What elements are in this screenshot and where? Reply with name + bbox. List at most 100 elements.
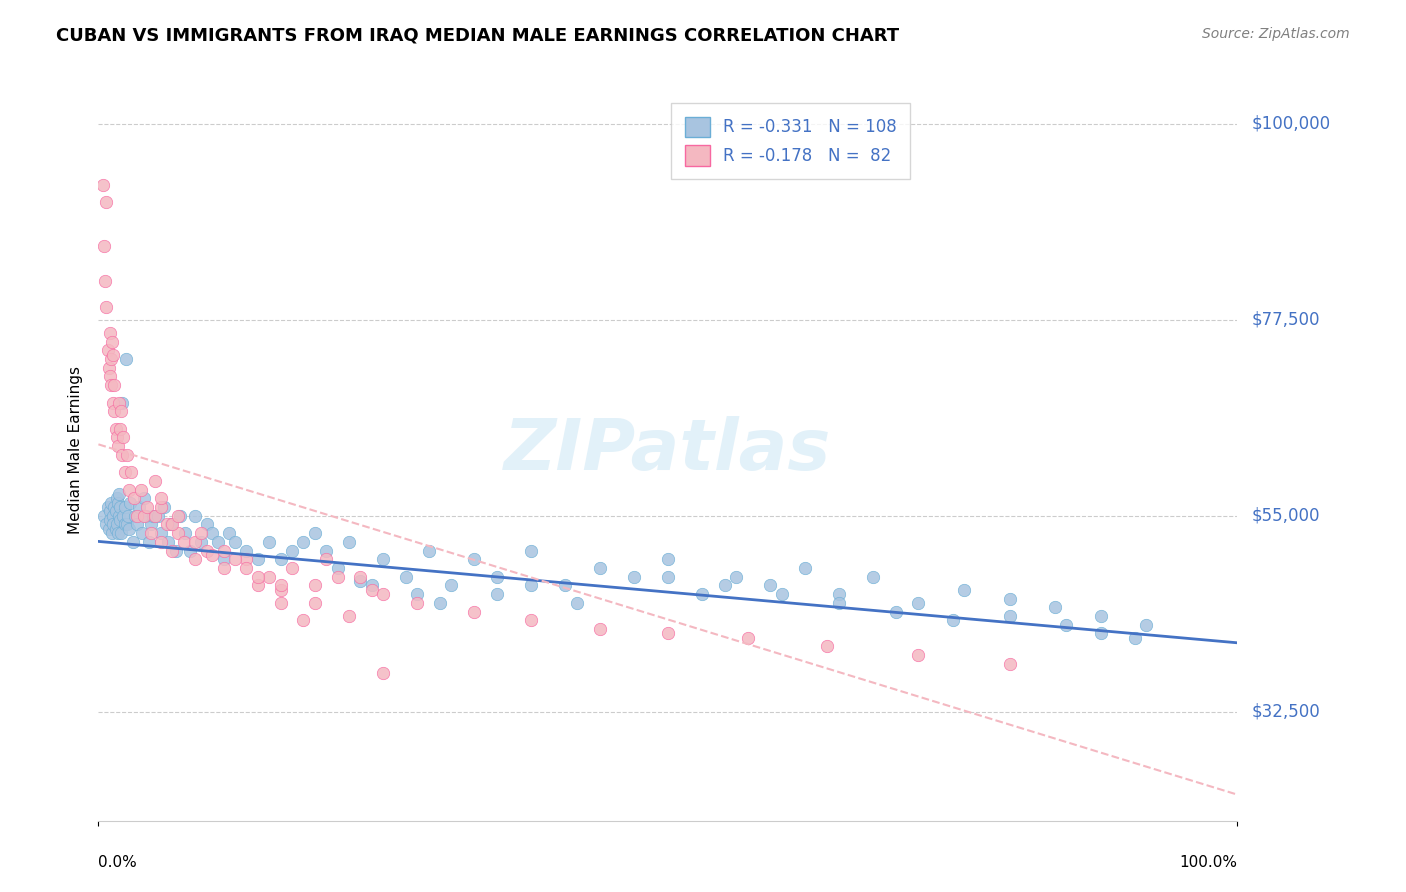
Point <box>97 360 120 375</box>
Point <box>815 640 838 654</box>
Text: ZIPatlas: ZIPatlas <box>505 416 831 485</box>
Point <box>1090 626 1112 640</box>
Point <box>429 596 451 610</box>
Point <box>304 596 326 610</box>
Point <box>184 535 207 549</box>
Point <box>145 508 167 523</box>
Point <box>212 543 235 558</box>
Point <box>292 535 315 549</box>
Point <box>657 552 679 566</box>
Point <box>129 483 152 497</box>
Point <box>103 404 125 418</box>
Point <box>112 430 135 444</box>
Point <box>884 605 907 619</box>
Point <box>139 526 162 541</box>
Point <box>96 195 118 210</box>
Point <box>117 508 139 523</box>
Point <box>108 395 131 409</box>
Point <box>131 526 153 541</box>
Point <box>520 578 543 592</box>
Point <box>118 483 141 497</box>
Point <box>96 517 118 532</box>
Point <box>998 657 1021 671</box>
Point <box>107 496 129 510</box>
Point <box>103 395 125 409</box>
Point <box>138 535 160 549</box>
Point <box>486 570 509 584</box>
Point <box>142 508 165 523</box>
Text: CUBAN VS IMMIGRANTS FROM IRAQ MEDIAN MALE EARNINGS CORRELATION CHART: CUBAN VS IMMIGRANTS FROM IRAQ MEDIAN MAL… <box>56 27 900 45</box>
Point <box>281 561 304 575</box>
Point <box>235 543 257 558</box>
Point <box>150 500 173 514</box>
Point <box>96 500 118 514</box>
Point <box>224 535 246 549</box>
Point <box>371 552 394 566</box>
Point <box>114 517 136 532</box>
Point <box>235 552 257 566</box>
Point <box>440 578 463 592</box>
Point <box>246 570 269 584</box>
Point <box>135 508 157 523</box>
Point <box>110 526 132 541</box>
Point <box>114 500 136 514</box>
Point <box>218 526 240 541</box>
Text: $100,000: $100,000 <box>1251 115 1330 133</box>
Point <box>588 561 610 575</box>
Point <box>121 535 143 549</box>
Point <box>998 591 1021 606</box>
Point <box>1043 600 1066 615</box>
Point <box>105 430 128 444</box>
Point <box>270 582 292 597</box>
Point <box>224 552 246 566</box>
Point <box>315 552 337 566</box>
Point <box>105 517 128 532</box>
Point <box>91 178 114 192</box>
Text: $32,500: $32,500 <box>1251 703 1320 721</box>
Point <box>93 239 115 253</box>
Point <box>115 448 138 462</box>
Legend: R = -0.331   N = 108, R = -0.178   N =  82: R = -0.331 N = 108, R = -0.178 N = 82 <box>671 103 910 179</box>
Point <box>104 522 127 536</box>
Point <box>150 491 173 506</box>
Point <box>104 504 127 518</box>
Point <box>103 500 125 514</box>
Point <box>657 626 679 640</box>
Point <box>96 300 118 314</box>
Point <box>588 622 610 636</box>
Point <box>246 578 269 592</box>
Point <box>156 535 179 549</box>
Point <box>406 587 429 601</box>
Point <box>623 570 645 584</box>
Point <box>725 570 748 584</box>
Point <box>862 570 884 584</box>
Point <box>371 587 394 601</box>
Point <box>100 378 122 392</box>
Point <box>115 517 138 532</box>
Point <box>108 508 131 523</box>
Text: $77,500: $77,500 <box>1251 310 1320 329</box>
Point <box>326 570 349 584</box>
Point <box>418 543 440 558</box>
Point <box>165 543 187 558</box>
Point <box>337 535 360 549</box>
Point <box>150 526 173 541</box>
Point <box>207 535 229 549</box>
Point <box>120 465 142 479</box>
Point <box>793 561 815 575</box>
Point <box>1090 609 1112 624</box>
Point <box>127 517 149 532</box>
Point <box>184 552 207 566</box>
Point <box>349 574 371 588</box>
Point <box>190 526 212 541</box>
Point <box>657 570 679 584</box>
Point <box>162 543 184 558</box>
Point <box>520 613 543 627</box>
Point <box>246 552 269 566</box>
Point <box>136 500 159 514</box>
Point <box>97 522 120 536</box>
Point <box>139 517 162 532</box>
Point <box>304 578 326 592</box>
Point <box>93 508 115 523</box>
Point <box>184 508 207 523</box>
